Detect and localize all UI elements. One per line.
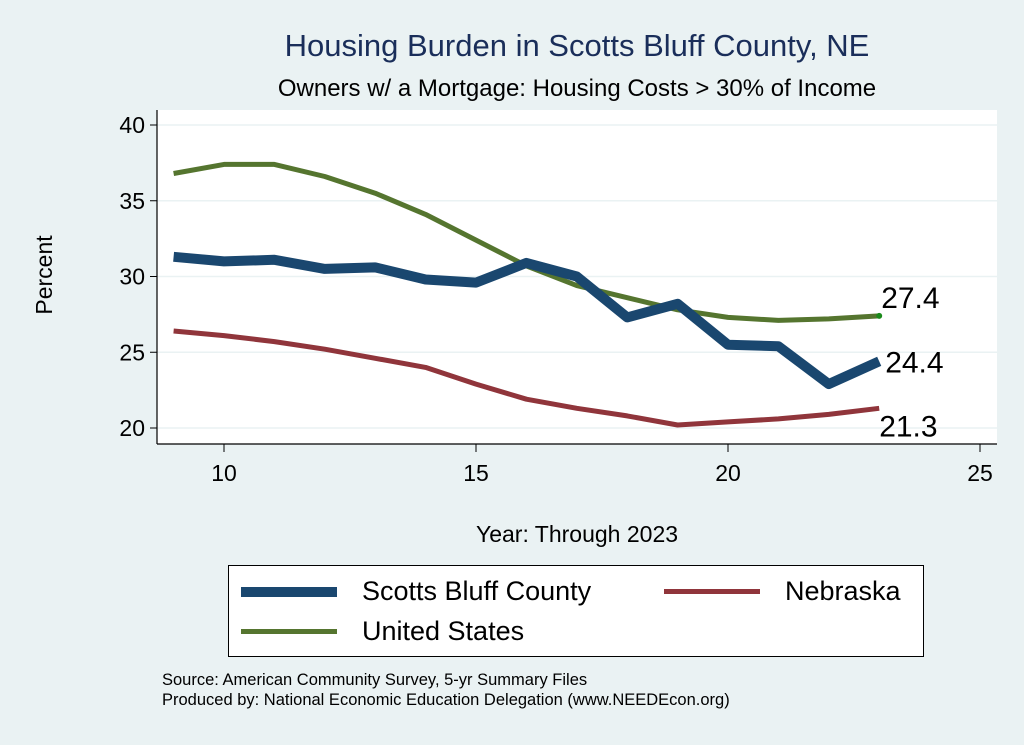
- end-marker-united-states: [876, 312, 883, 319]
- legend-label-united-states: United States: [362, 616, 525, 646]
- legend-label-scotts-bluff: Scotts Bluff County: [362, 576, 592, 606]
- x-tick-label-20: 20: [715, 460, 741, 486]
- series-group: [173, 161, 883, 428]
- produced-by-note: Produced by: National Economic Education…: [162, 691, 730, 709]
- end-label-nebraska: 21.3: [879, 410, 937, 443]
- y-tick-label-40: 40: [119, 112, 145, 138]
- series-line-scotts-bluff-county: [173, 251, 882, 390]
- legend-swatch-nebraska: [664, 589, 760, 594]
- chart-subtitle: Owners w/ a Mortgage: Housing Costs > 30…: [277, 75, 877, 102]
- source-note: Source: American Community Survey, 5-yr …: [162, 671, 588, 689]
- legend-item-nebraska: Nebraska: [664, 576, 901, 607]
- legend-label-nebraska: Nebraska: [785, 576, 901, 606]
- chart-svg: 20 25 30 35 40 10 15 20 25 24.4 21.3 27.4 Year: Th…: [31, 110, 997, 547]
- end-label-scotts-bluff-county: 24.4: [885, 346, 943, 379]
- chart-title: Housing Burden in Scotts Bluff County, N…: [284, 28, 870, 63]
- y-tick-label-35: 35: [119, 188, 145, 214]
- axes: 20 25 30 35 40 10 15 20 25: [119, 110, 997, 486]
- x-tick-label-25: 25: [967, 460, 993, 486]
- gridlines: [157, 124, 997, 429]
- y-tick-label-25: 25: [119, 339, 145, 365]
- y-tick-label-20: 20: [119, 415, 145, 441]
- x-axis-title: Year: Through 2023: [476, 521, 678, 547]
- y-axis-title: Percent: [31, 235, 57, 315]
- footer-notes: Source: American Community Survey, 5-yr …: [162, 670, 730, 710]
- end-label-united-states: 27.4: [881, 282, 939, 315]
- legend-item-scotts-bluff: Scotts Bluff County: [241, 576, 591, 607]
- y-tick-label-30: 30: [119, 264, 145, 290]
- x-tick-label-15: 15: [463, 460, 489, 486]
- legend-item-united-states: United States: [241, 616, 524, 647]
- end-labels: 24.4 21.3 27.4: [879, 282, 943, 443]
- x-tick-label-10: 10: [211, 460, 237, 486]
- series-line-nebraska: [173, 328, 880, 428]
- legend: Scotts Bluff County Nebraska United Stat…: [228, 565, 924, 657]
- legend-swatch-scotts-bluff: [241, 586, 337, 597]
- legend-swatch-united-states: [241, 629, 337, 634]
